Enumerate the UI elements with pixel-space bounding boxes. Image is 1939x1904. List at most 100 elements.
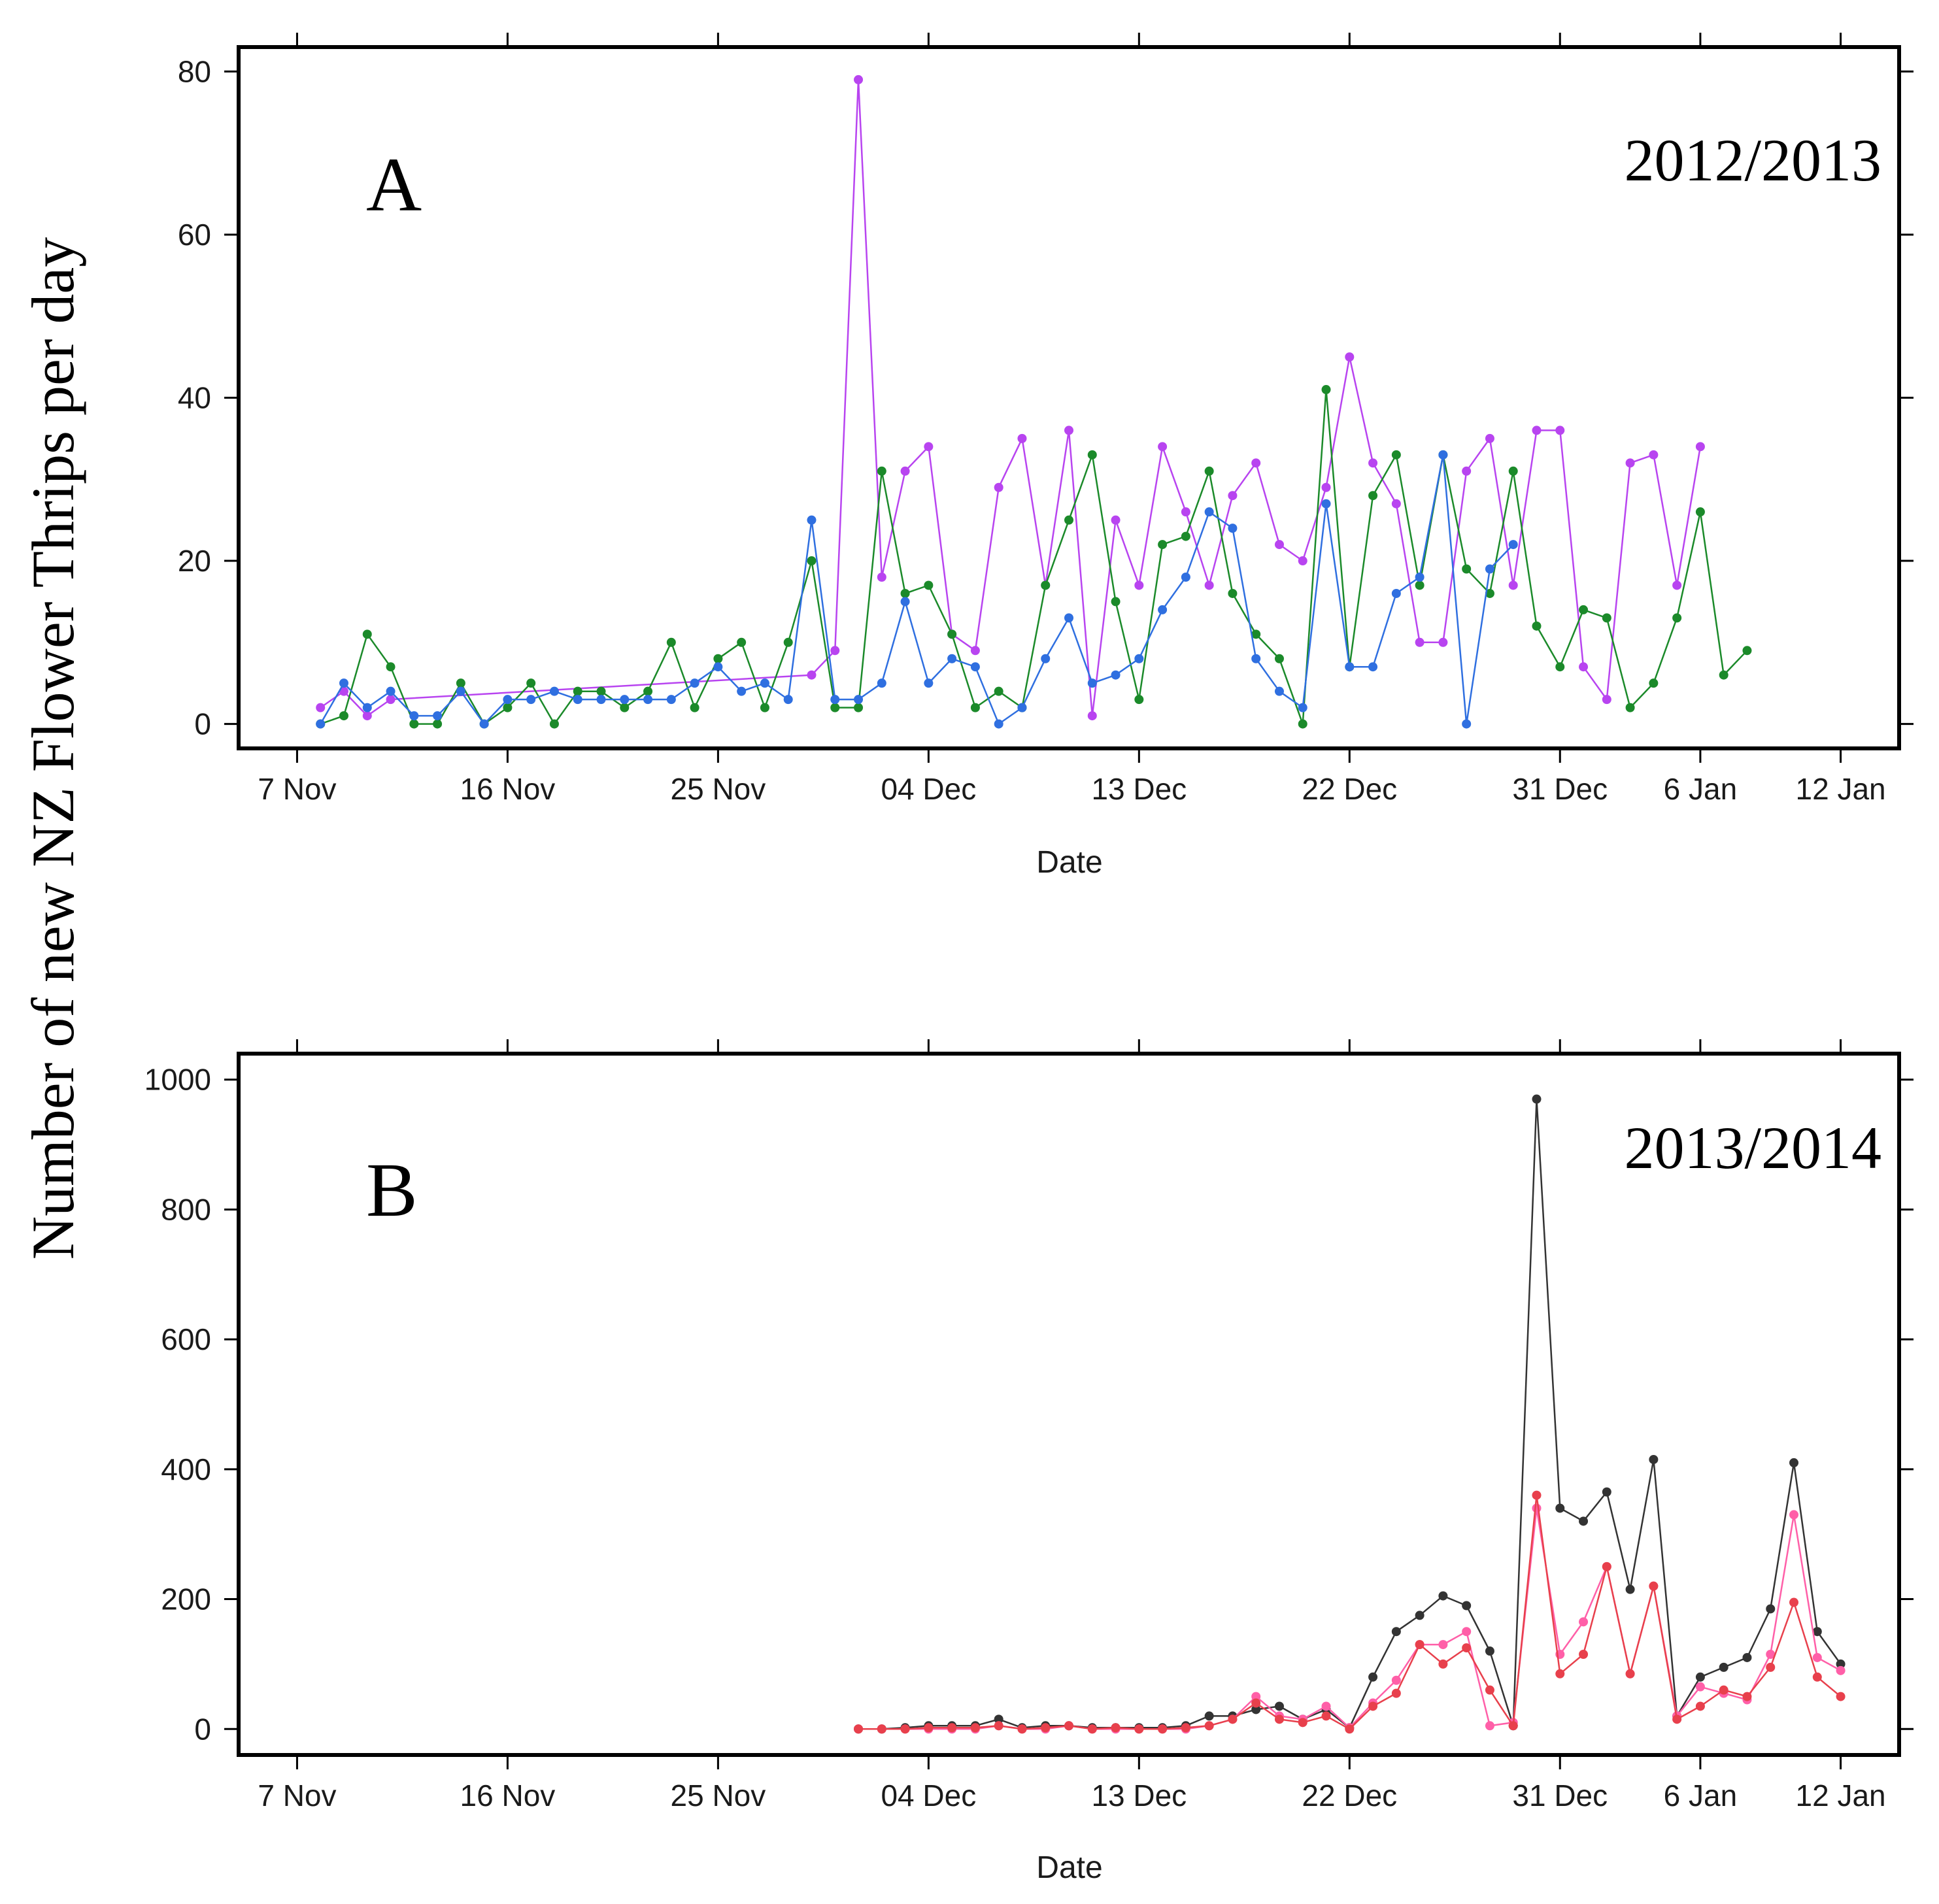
panel-a-series-purple-point: [1391, 499, 1401, 509]
panel-a-series-blue-point: [1462, 719, 1472, 729]
panel-b-series-red-point: [1625, 1669, 1635, 1679]
panel-a-series-purple-point: [1017, 433, 1027, 443]
panel-b-series-red-point: [1087, 1724, 1097, 1734]
panel-b-series-black-point: [1649, 1454, 1659, 1464]
panel-b-series-red-point: [1415, 1640, 1425, 1650]
panel-a-series-blue-point: [947, 654, 957, 663]
panel-b-series-red-point: [1836, 1692, 1846, 1701]
panel-a-series-blue-point: [1508, 540, 1518, 550]
panel-a-series-blue-point: [1017, 703, 1027, 712]
panel-b-series-pink-point: [1321, 1701, 1331, 1711]
panel-a-series-purple-point: [924, 442, 934, 452]
panel-a-series-green-point: [830, 703, 840, 712]
panel-b-y-tick-label: 400: [161, 1452, 211, 1486]
panel-a-series-green-point: [1579, 605, 1589, 614]
panel-b-y-tick-label: 600: [161, 1322, 211, 1356]
panel-a-series-purple-point: [1672, 580, 1682, 590]
panel-b-x-tick-label: 31 Dec: [1512, 1779, 1608, 1812]
panel-a-x-tick-label: 12 Jan: [1796, 772, 1886, 806]
panel-b-season-label: 2013/2014: [1624, 1114, 1881, 1181]
panel-b-series-black-point: [1719, 1662, 1728, 1672]
panel-a-series-blue-point: [1134, 654, 1144, 663]
panel-b-series-red-point: [877, 1724, 886, 1734]
panel-a-series-green-point: [1672, 613, 1682, 623]
panel-a-series-green-point: [456, 678, 465, 688]
panel-a-series-green-point: [1742, 646, 1752, 656]
panel-a-series-purple-point: [1579, 662, 1589, 672]
panel-b-y-tick-label: 0: [194, 1712, 211, 1746]
panel-a-series-blue-point: [643, 695, 653, 705]
panel-a-series-green-point: [1415, 580, 1425, 590]
panel-a-series-blue-point: [316, 719, 326, 729]
panel-b-y-tick-label: 800: [161, 1192, 211, 1226]
panel-a-series-green-point: [549, 719, 559, 729]
panel-a-series-blue-point: [970, 662, 980, 672]
panel-a-series-purple-point: [1368, 458, 1378, 468]
panel-b-series-pink-point: [1695, 1682, 1705, 1692]
panel-b-series-pink-point: [1438, 1640, 1448, 1650]
panel-a-series-blue-point: [666, 695, 676, 705]
panel-a-series-green-point: [1298, 719, 1307, 729]
panel-a-series-green-point: [1274, 654, 1284, 663]
panel-a-series-green-point: [1158, 540, 1168, 550]
panel-a-series-purple-point: [1251, 458, 1261, 468]
panel-b-series-black-point: [1766, 1604, 1776, 1614]
panel-a-series-blue-point: [1228, 524, 1238, 533]
panel-a-series-green-point: [1462, 564, 1472, 574]
panel-a-series-purple-point: [1064, 426, 1073, 435]
panel-b-y-tick-label: 1000: [144, 1063, 211, 1097]
panel-b-series-red-point: [1766, 1662, 1776, 1672]
panel-a-series-green-point: [1719, 670, 1728, 680]
panel-b-series-pink-point: [1836, 1665, 1846, 1675]
panel-b-series-red-point: [1438, 1659, 1448, 1669]
panel-b-x-tick-label: 13 Dec: [1091, 1779, 1187, 1812]
panel-a-series-purple-point: [339, 686, 348, 696]
panel-a-series-green-point: [1368, 491, 1378, 501]
panel-b-series-red-point: [1228, 1714, 1238, 1724]
panel-b-series-red-point: [1649, 1581, 1659, 1591]
panel-a-series-blue-point: [362, 703, 372, 712]
panel-a-series-purple-point: [1111, 515, 1121, 525]
panel-b-series-red-point: [1251, 1698, 1261, 1708]
panel-a-series-purple-point: [1508, 580, 1518, 590]
panel-b-series-black-point: [1274, 1701, 1284, 1711]
panel-a-y-tick-label: 60: [178, 218, 211, 252]
panel-a-x-tick-label: 25 Nov: [671, 772, 766, 806]
panel-b-y-tick-label: 200: [161, 1582, 211, 1616]
panel-b-series-red-point: [1485, 1685, 1494, 1695]
panel-b-series-red-point: [1064, 1721, 1073, 1731]
panel-b-series-red-point: [1462, 1643, 1472, 1653]
panel-b-series-red-point: [1111, 1723, 1121, 1733]
panel-a-series-purple-point: [830, 646, 840, 656]
panel-b-series-red-point: [1602, 1562, 1611, 1571]
panel-a-season-label: 2012/2013: [1624, 127, 1881, 193]
panel-a-series-purple-point: [1274, 540, 1284, 550]
panel-a-series-green-point: [1134, 695, 1144, 705]
panel-a-series-blue-point: [1041, 654, 1051, 663]
panel-a-series-blue-point: [503, 695, 513, 705]
panel-b-series-red-point: [1695, 1701, 1705, 1711]
panel-a-series-purple-point: [362, 711, 372, 721]
panel-b-series-pink-point: [1251, 1692, 1261, 1701]
panel-b-series-red-point: [1345, 1724, 1355, 1734]
panel-a-series-green-point: [1508, 466, 1518, 476]
panel-a-series-blue-point: [1274, 686, 1284, 696]
panel-a-series-green-point: [596, 686, 606, 696]
panel-a-series-blue-point: [1251, 654, 1261, 663]
panel-b-x-tick-label: 04 Dec: [881, 1779, 976, 1812]
panel-b-series-black-point: [1391, 1627, 1401, 1637]
panel-b-series-black-point: [1415, 1611, 1425, 1620]
panel-b-series-pink-point: [1532, 1503, 1542, 1513]
panel-a-series-purple-point: [1321, 482, 1331, 492]
panel-b-series-black-point: [1742, 1652, 1752, 1662]
panel-a-series-purple-point: [1485, 433, 1494, 443]
panel-b-series-black-point: [1485, 1646, 1494, 1656]
panel-b-x-axis-title: Date: [1036, 1850, 1102, 1885]
panel-b-series-red-point: [1508, 1721, 1518, 1731]
panel-a-series-purple-point: [1134, 580, 1144, 590]
panel-b-series-black-point: [1625, 1584, 1635, 1594]
panel-b-series-black-point: [1532, 1094, 1542, 1104]
panel-a-series-purple-point: [1415, 637, 1425, 647]
panel-a-series-purple-point: [970, 646, 980, 656]
